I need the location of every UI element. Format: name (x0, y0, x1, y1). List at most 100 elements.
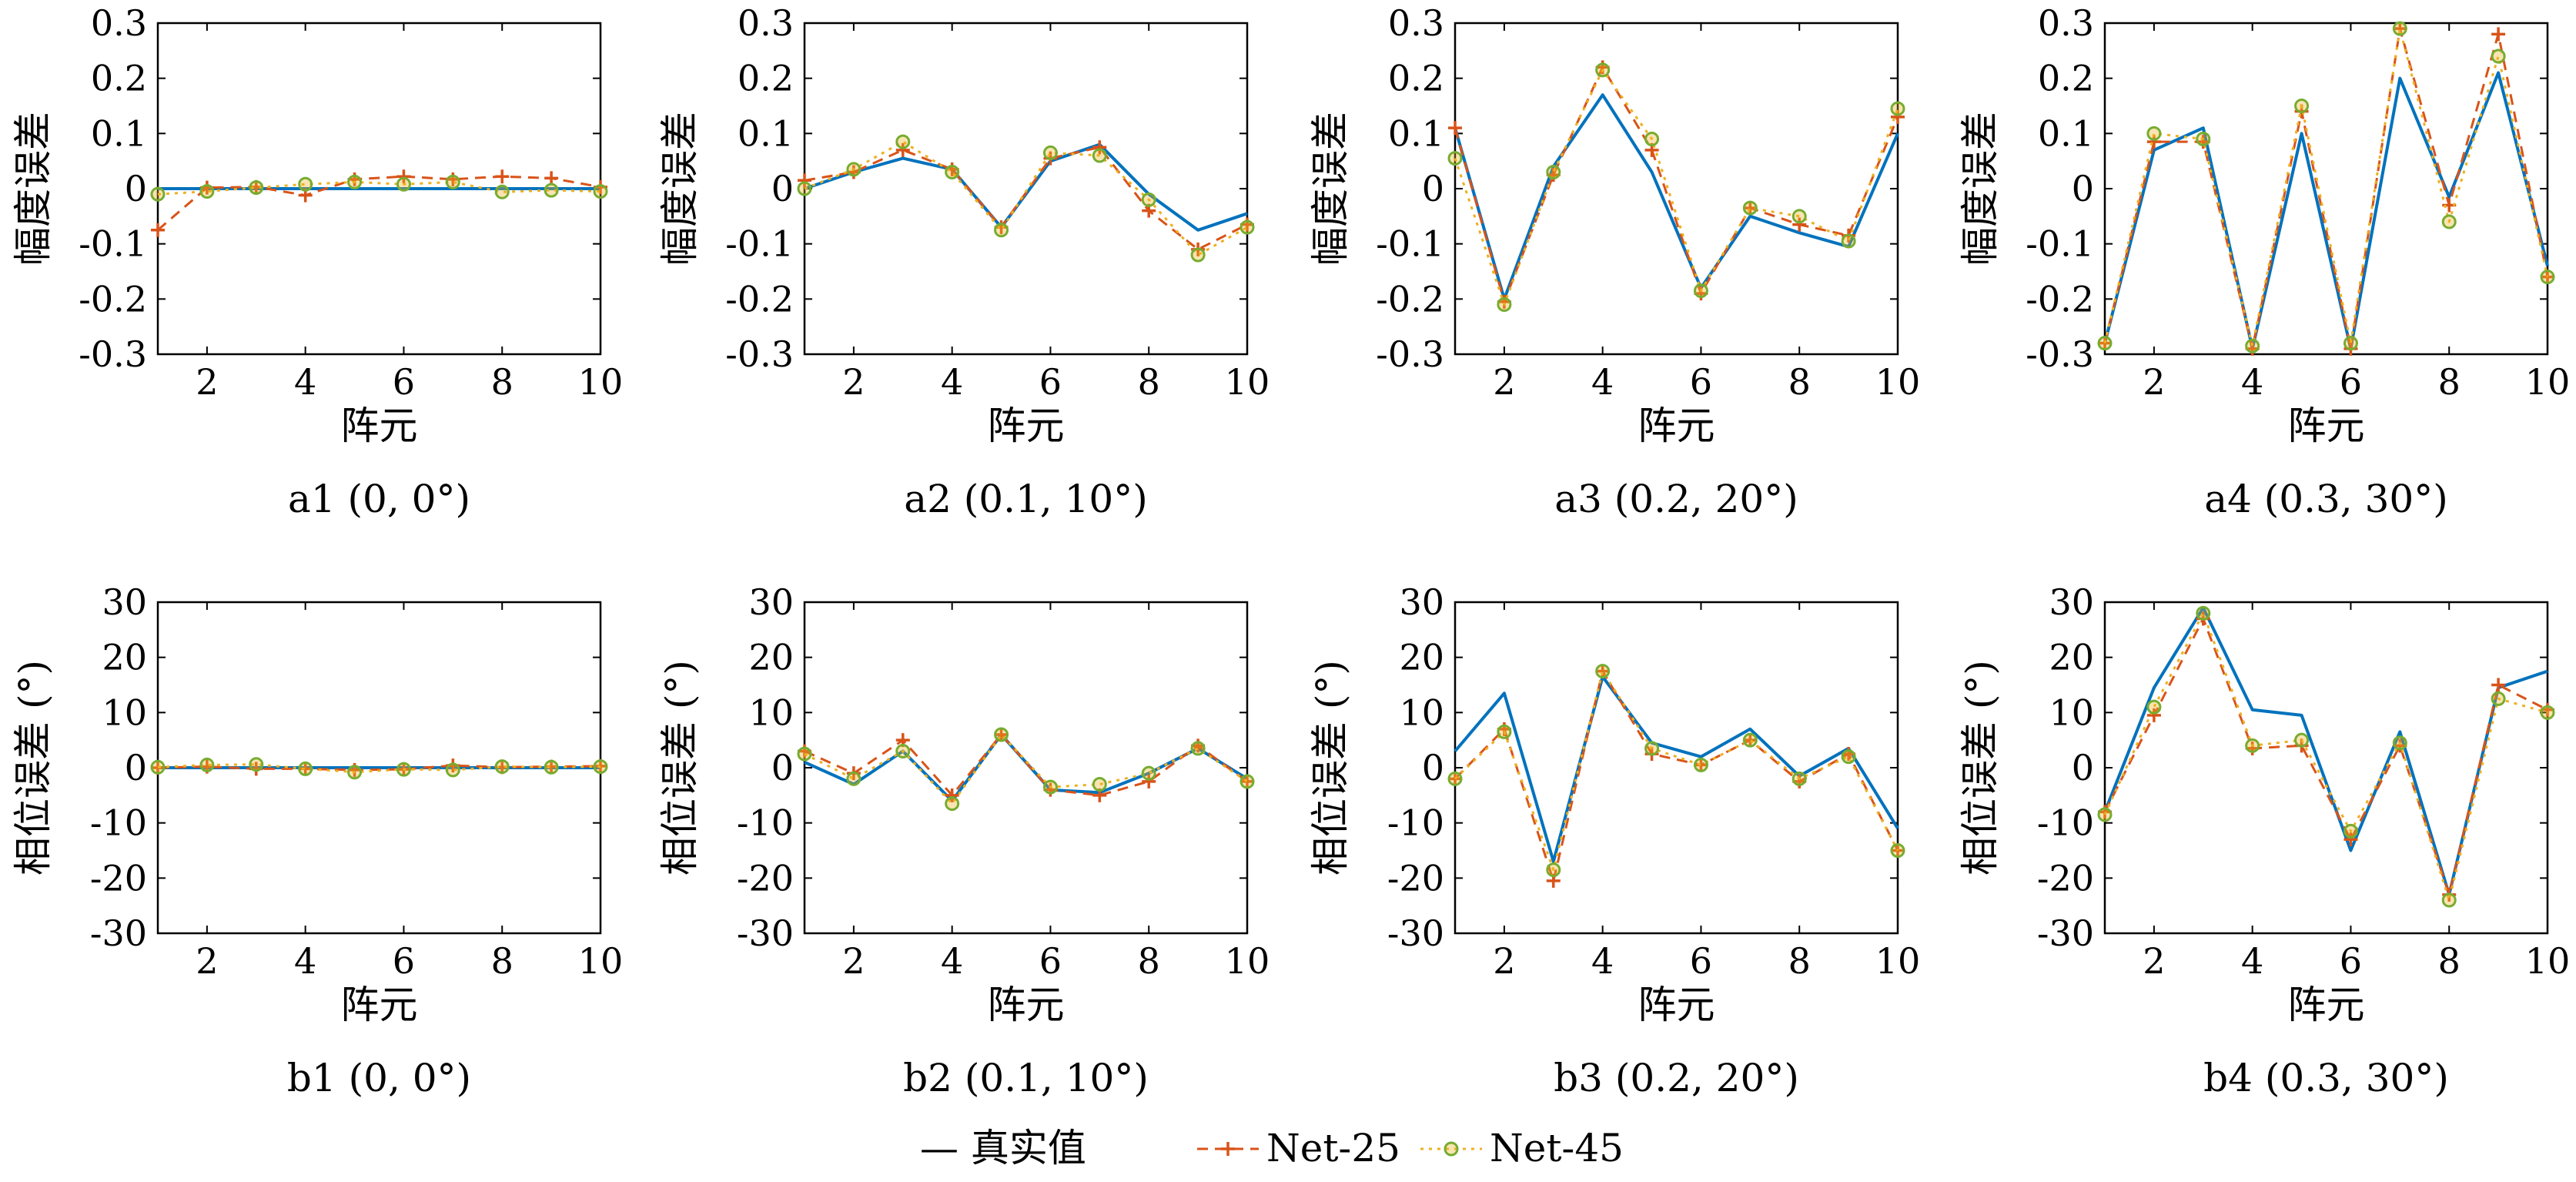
x-axis-label: 阵元 (988, 403, 1065, 448)
data-point (1239, 219, 1255, 235)
data-point (797, 181, 812, 196)
data-point (1644, 741, 1660, 756)
data-point (846, 162, 861, 177)
x-tick-label: 8 (1788, 940, 1811, 982)
y-tick-label: 10 (1399, 691, 1444, 733)
series-3 (150, 757, 608, 780)
series-3 (2097, 605, 2555, 908)
x-tick-label: 8 (1138, 361, 1160, 403)
y-axis-label: 相位误差 (°) (1308, 660, 1353, 876)
y-tick-label: -10 (90, 802, 147, 844)
x-tick-label: 10 (2525, 940, 2571, 982)
y-tick-label: 0 (771, 168, 794, 209)
data-point (1447, 151, 1463, 166)
data-point (994, 223, 1009, 238)
data-point (2146, 708, 2161, 722)
x-tick-label: 10 (578, 940, 624, 982)
y-axis-label: 幅度误差 (657, 112, 702, 266)
data-point (2392, 21, 2407, 36)
data-point (2343, 832, 2358, 847)
data-point (2343, 336, 2358, 351)
subplot-caption: b3 (0.2, 20°) (1554, 1056, 1799, 1100)
data-point (2196, 605, 2211, 621)
legend-label: — 真实值 (920, 1126, 1086, 1170)
legend-marker (1221, 1142, 1235, 1156)
x-axis-label: 阵元 (341, 403, 418, 448)
series-line (1454, 670, 1899, 872)
legend-label: Net-25 (1266, 1126, 1400, 1170)
plot-area (2103, 22, 2549, 356)
x-tick-label: 4 (1591, 940, 1614, 982)
data-point (445, 174, 460, 189)
subplot-7: -30 -20 -10 0 10 20 30 2 4 6 8 10 阵元 相位误差 (°) b3 (0.2,… (1308, 581, 1920, 1100)
y-tick-label: -0.3 (725, 333, 794, 375)
x-tick-label: 2 (1493, 361, 1515, 403)
y-tick-label: -0.2 (1376, 278, 1444, 320)
y-tick-label: -20 (90, 857, 147, 899)
x-tick-label: 6 (393, 361, 415, 403)
data-point (2097, 807, 2113, 822)
data-point (2343, 823, 2358, 839)
data-point (347, 765, 363, 780)
y-tick-label: -20 (1387, 857, 1444, 899)
subplot-caption: a3 (0.2, 20°) (1554, 477, 1798, 521)
series-line (2103, 606, 2548, 896)
data-point (2146, 126, 2162, 141)
data-point (1693, 283, 1708, 299)
data-point (2245, 338, 2260, 353)
data-point (1791, 771, 1807, 786)
x-tick-label: 2 (196, 361, 218, 403)
data-point (249, 757, 264, 772)
data-point (1239, 774, 1255, 789)
data-point (2196, 132, 2211, 146)
y-axis-label: 相位误差 (°) (11, 660, 55, 876)
subplot-8: -30 -20 -10 0 10 20 30 2 4 6 8 10 阵元 相位误差 (°) b4 (0.3,… (1958, 581, 2570, 1100)
series-3 (1447, 62, 1905, 312)
y-axis-label: 幅度误差 (1958, 112, 2002, 266)
data-point (1042, 145, 1058, 160)
data-point (199, 184, 215, 199)
data-point (1694, 758, 1708, 772)
series-line (2103, 618, 2548, 896)
y-axis-label: 相位误差 (°) (1958, 660, 2002, 876)
subplot-grid: -0.3 -0.2 -0.1 0 0.1 0.2 0.3 2 4 6 8 10 阵元 幅度误差 a1 (0,… (11, 2, 2570, 1100)
y-tick-label: -30 (2037, 912, 2094, 954)
data-point (1092, 148, 1107, 163)
legend: — 真实值 Net-25 Net-45 (920, 1126, 1624, 1170)
series-line (2103, 611, 2548, 902)
y-tick-label: -0.3 (79, 333, 147, 375)
x-tick-label: 10 (1875, 361, 1921, 403)
series-3 (150, 174, 608, 202)
subplot-caption: a1 (0, 0°) (288, 477, 470, 521)
x-tick-label: 4 (941, 361, 963, 403)
y-tick-label: 20 (2049, 637, 2094, 678)
x-axis-label: 阵元 (341, 983, 418, 1027)
data-point (544, 182, 559, 198)
data-point (945, 796, 960, 812)
data-point (298, 761, 313, 776)
y-tick-label: -30 (737, 912, 794, 954)
data-point (1190, 247, 1206, 263)
series-line (804, 146, 1248, 251)
subplot-caption: a4 (0.3, 30°) (2204, 477, 2447, 521)
x-tick-label: 4 (2241, 940, 2263, 982)
y-tick-label: 20 (1399, 637, 1444, 678)
data-point (994, 727, 1009, 742)
x-tick-label: 6 (1690, 361, 1712, 403)
legend-item-2: Net-25 (1197, 1126, 1400, 1170)
data-point (1890, 101, 1905, 116)
data-point (298, 762, 313, 776)
data-point (2245, 738, 2260, 753)
subplot-2: -0.3 -0.2 -0.1 0 0.1 0.2 0.3 2 4 6 8 10 阵元 幅度误差 a2 (0.… (657, 2, 1270, 521)
data-point (1141, 765, 1156, 781)
y-tick-label: 0.3 (2038, 2, 2094, 44)
series-1 (2103, 71, 2549, 350)
y-tick-label: 0.3 (1388, 2, 1444, 44)
subplot-3: -0.3 -0.2 -0.1 0 0.1 0.2 0.3 2 4 6 8 10 阵元 幅度误差 a3 (0.… (1308, 2, 1920, 521)
data-point (495, 169, 510, 184)
data-point (1497, 297, 1512, 312)
x-tick-label: 4 (294, 940, 316, 982)
subplot-6: -30 -20 -10 0 10 20 30 2 4 6 8 10 阵元 相位误差 (°) b2 (0.1,… (657, 581, 1270, 1100)
data-point (593, 759, 608, 775)
